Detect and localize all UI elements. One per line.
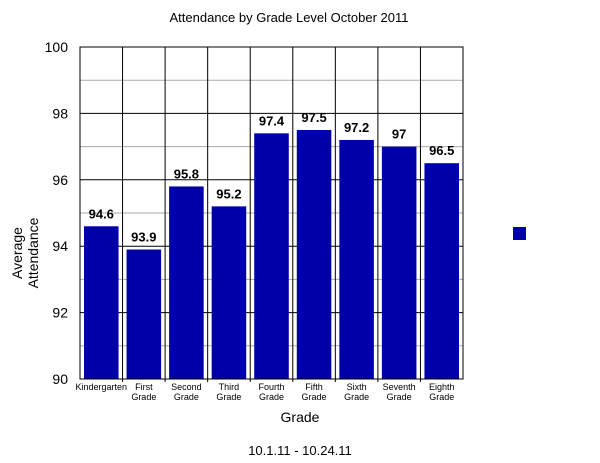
data-label: 94.6	[89, 206, 114, 221]
bar	[339, 139, 374, 379]
date-range-footer: 10.1.11 - 10.24.11	[248, 443, 352, 458]
y-tick-label: 90	[52, 371, 68, 387]
x-tick-label: Sixth Grade	[344, 382, 369, 402]
x-tick-label: Eighth Grade	[429, 382, 455, 402]
bar	[126, 249, 162, 379]
bar	[424, 163, 459, 379]
x-tick-label: Second Grade	[171, 382, 202, 402]
bar	[84, 226, 119, 379]
y-tick-label: 100	[45, 39, 69, 55]
bar	[381, 146, 417, 379]
y-tick-label: 92	[52, 305, 68, 321]
x-tick-label: Fourth Grade	[258, 382, 284, 402]
x-tick-label: Fifth Grade	[302, 382, 327, 402]
x-tick-label: First Grade	[131, 382, 156, 402]
y-axis-title: AverageAttendance	[9, 217, 41, 288]
y-tick-label: 94	[52, 238, 68, 254]
bar	[169, 186, 204, 379]
bar	[296, 130, 332, 379]
y-tick-labels: 90 92 94 96 98 100	[45, 39, 69, 387]
data-label: 93.9	[131, 230, 156, 245]
x-tick-label: Third Grade	[216, 382, 241, 402]
y-tick-label: 98	[52, 105, 68, 121]
x-tick-label: Kindergarten	[76, 382, 128, 392]
bars	[84, 130, 459, 379]
plot-frame	[79, 46, 464, 380]
data-label: 97.2	[344, 120, 369, 135]
bar	[254, 133, 289, 379]
data-label: 96.5	[429, 143, 454, 158]
x-tick-label: Seventh Grade	[383, 382, 416, 402]
bar	[211, 206, 247, 379]
data-label: 95.8	[174, 166, 199, 181]
legend-swatch	[513, 227, 526, 240]
data-label: 97	[392, 127, 406, 142]
category-separators	[122, 47, 421, 382]
data-label: 97.4	[259, 113, 285, 128]
y-tick-label: 96	[52, 172, 68, 188]
chart-title: Attendance by Grade Level October 2011	[170, 10, 409, 25]
data-label: 97.5	[301, 110, 326, 125]
x-tick-labels: Kindergarten First Grade Second Grade Third Gr…	[76, 382, 455, 402]
data-label: 95.2	[216, 186, 241, 201]
x-axis-title: Grade	[281, 409, 320, 425]
data-labels: 94.6 93.9 95.8 95.2 97.4 97.5 97.2 97 96.5	[89, 110, 455, 245]
